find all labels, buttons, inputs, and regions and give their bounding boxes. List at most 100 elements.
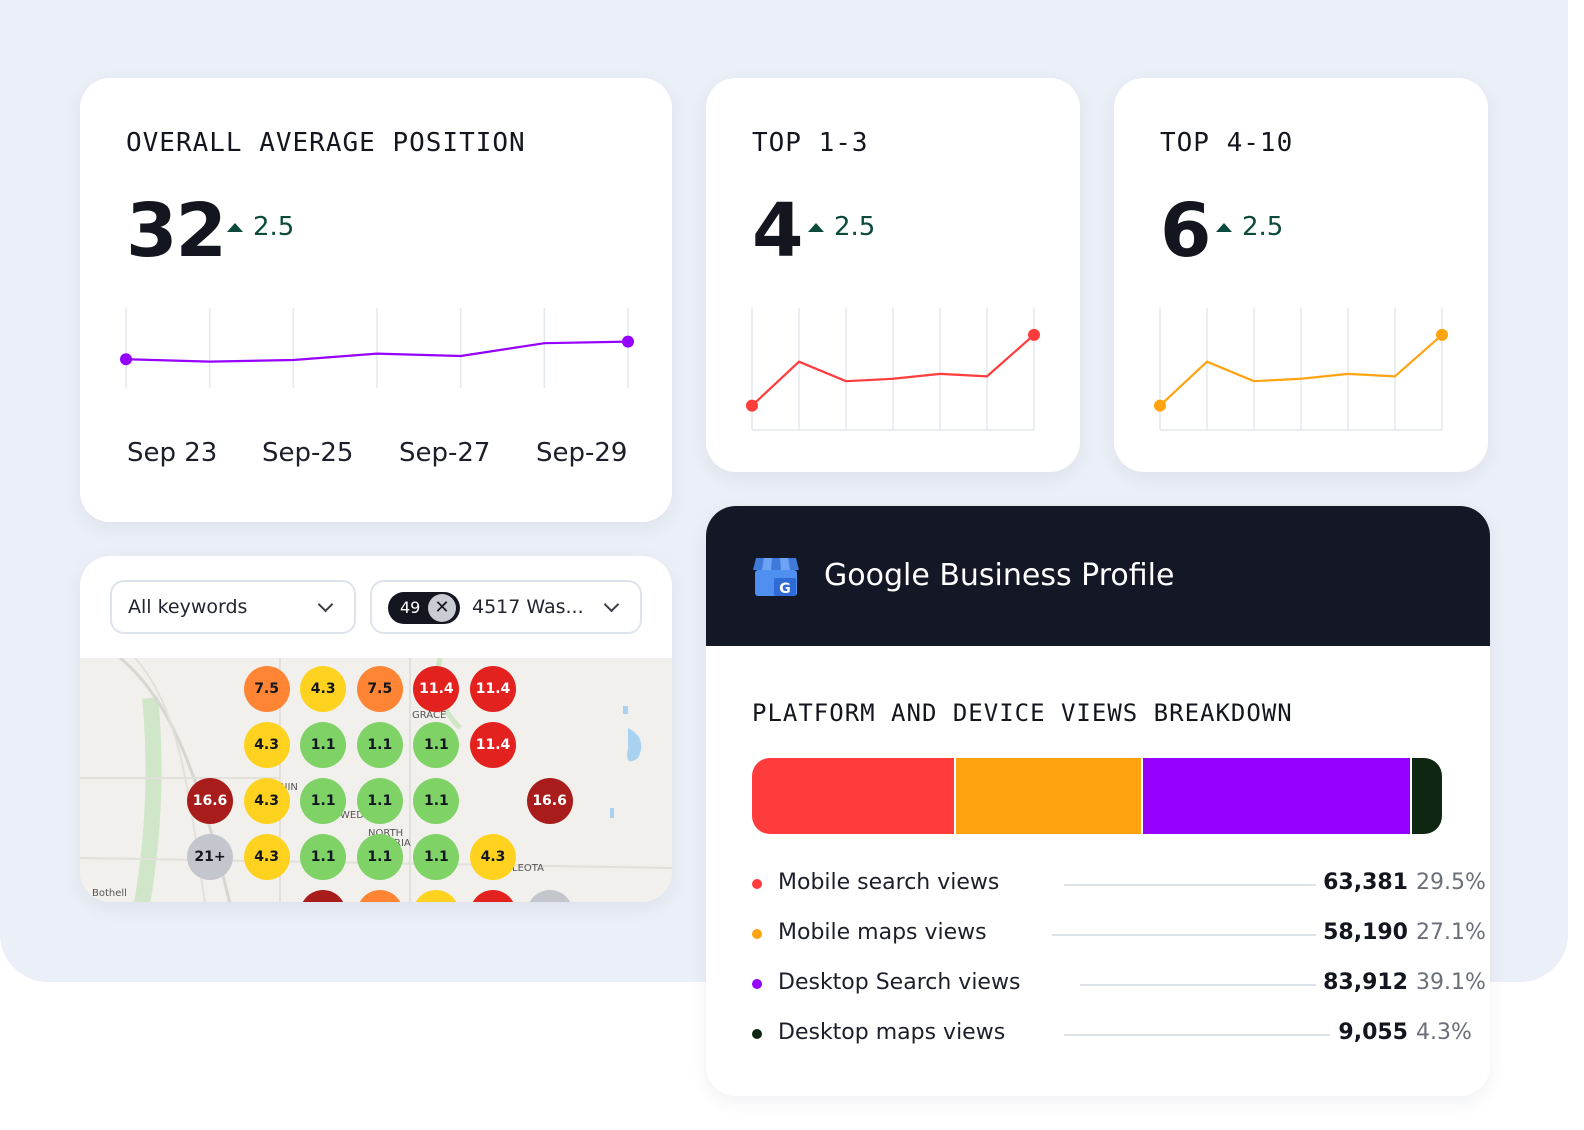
rank-dot[interactable]: 11.4 <box>470 722 516 768</box>
rank-dot[interactable]: 1.1 <box>413 778 460 824</box>
google-store-icon: G <box>753 558 799 597</box>
rank-grid-map[interactable]: GRACE NIN WED NORTH RIA LEOTA Bothell 7.… <box>80 658 672 902</box>
overall-position-line-chart <box>120 308 634 388</box>
rank-dot[interactable]: 1.1 <box>356 834 403 880</box>
rank-dot[interactable]: 4.3 <box>470 834 516 880</box>
legend-leader-line <box>1080 984 1316 986</box>
legend-dot <box>752 879 762 889</box>
legend-label: Mobile maps views <box>778 920 987 945</box>
card-title: TOP 4-10 <box>1160 128 1294 158</box>
kpi-delta: 2.5 <box>1242 212 1284 242</box>
close-icon[interactable]: ✕ <box>428 594 456 622</box>
rank-dot[interactable]: 16.6 <box>187 778 233 824</box>
data-point <box>1154 399 1166 412</box>
kpi-value: 32 <box>126 188 227 274</box>
legend-value: 83,912 <box>1323 970 1408 995</box>
keywords-select[interactable]: All keywords <box>110 580 356 634</box>
bar-segment <box>1142 758 1413 834</box>
location-select[interactable]: 49 ✕ 4517 Was... <box>370 580 642 634</box>
rank-dot[interactable]: 1.1 <box>300 722 347 768</box>
legend-dot <box>752 1029 762 1039</box>
rank-dot[interactable]: 1.1 <box>300 834 347 880</box>
rank-dot[interactable]: 4.3 <box>300 666 347 712</box>
legend-percent: 39.1% <box>1416 970 1486 995</box>
legend-label: Mobile search views <box>778 870 1000 895</box>
legend-label: Desktop maps views <box>778 1020 1006 1045</box>
data-point <box>120 353 132 366</box>
rank-dot[interactable]: 4.3 <box>243 778 290 824</box>
rank-dot[interactable] <box>356 890 403 902</box>
keywords-select-label: All keywords <box>128 596 248 618</box>
x-axis-label: Sep-25 <box>262 438 354 468</box>
card-title: OVERALL AVERAGE POSITION <box>126 128 526 158</box>
map-label: RIA <box>394 838 411 849</box>
rank-dot[interactable]: 1.1 <box>300 778 347 824</box>
x-axis-label: Sep-29 <box>536 438 628 468</box>
rank-dot[interactable] <box>526 890 573 902</box>
series-line <box>751 334 1035 407</box>
data-point <box>1028 328 1040 341</box>
map-label: WED <box>340 810 364 821</box>
legend-percent: 4.3% <box>1416 1020 1472 1045</box>
top-1-3-line-chart <box>746 308 1040 431</box>
map-label: GRACE <box>412 710 447 721</box>
rank-dot[interactable]: 1.1 <box>413 834 460 880</box>
kpi-value: 4 <box>752 188 803 274</box>
kpi-delta: 2.5 <box>834 212 876 242</box>
top-4-10-line-chart <box>1154 308 1448 431</box>
rank-dot[interactable]: 1.1 <box>413 722 460 768</box>
rank-dot[interactable]: 1.1 <box>356 722 403 768</box>
views-stacked-bar <box>752 758 1442 834</box>
rank-dot[interactable]: 4.3 <box>243 834 290 880</box>
rank-dot[interactable]: 7.5 <box>243 666 290 712</box>
legend-row: Desktop Search views 83,912 39.1% <box>752 968 1486 998</box>
rank-dot[interactable] <box>300 890 347 902</box>
data-point <box>746 399 758 412</box>
google-business-profile-card: G Google Business Profile PLATFORM AND D… <box>706 506 1490 1096</box>
map-label: LEOTA <box>512 863 544 874</box>
location-select-label: 4517 Was... <box>472 596 584 618</box>
overall-average-position-card: OVERALL AVERAGE POSITION 32 2.5 Sep 23 S… <box>80 78 672 522</box>
top-4-10-card: TOP 4-10 6 2.5 <box>1114 78 1488 472</box>
chevron-down-icon <box>317 596 334 613</box>
gbp-header: G Google Business Profile <box>706 506 1490 646</box>
legend-leader-line <box>1064 884 1316 886</box>
map-label: NORTH <box>368 828 404 839</box>
kpi-delta: 2.5 <box>253 212 295 242</box>
legend-label: Desktop Search views <box>778 970 1021 995</box>
rank-dot[interactable]: 1.1 <box>356 778 403 824</box>
local-rank-map-card: All keywords 49 ✕ 4517 Was... GRACE NIN … <box>80 556 672 902</box>
series-line <box>1159 334 1443 407</box>
bar-segment <box>752 758 956 834</box>
rank-dot[interactable]: 11.4 <box>413 666 460 712</box>
rank-dot[interactable]: 4.3 <box>243 722 290 768</box>
legend-percent: 29.5% <box>1416 870 1486 895</box>
rank-dot[interactable]: 11.4 <box>470 666 516 712</box>
legend-dot <box>752 979 762 989</box>
chevron-down-icon <box>603 596 620 613</box>
rank-dot[interactable] <box>413 890 460 902</box>
legend-value: 58,190 <box>1323 920 1408 945</box>
legend-row: Mobile maps views 58,190 27.1% <box>752 918 1486 948</box>
triangle-up-icon <box>1216 223 1232 232</box>
legend-dot <box>752 929 762 939</box>
location-count: 49 <box>400 598 421 617</box>
rank-dot[interactable]: 21+ <box>187 834 233 880</box>
gbp-title: Google Business Profile <box>824 558 1175 593</box>
legend-value: 63,381 <box>1323 870 1408 895</box>
rank-dot[interactable]: 16.6 <box>526 778 573 824</box>
legend-value: 9,055 <box>1338 1020 1408 1045</box>
bar-segment <box>955 758 1143 834</box>
map-label: NIN <box>280 782 298 793</box>
triangle-up-icon <box>227 223 243 232</box>
series-line <box>125 340 629 363</box>
legend-leader-line <box>1052 934 1316 936</box>
legend-row: Desktop maps views 9,055 4.3% <box>752 1018 1472 1048</box>
kpi-value: 6 <box>1160 188 1211 274</box>
legend-row: Mobile search views 63,381 29.5% <box>752 868 1486 898</box>
svg-text:G: G <box>779 581 791 597</box>
rank-dot[interactable] <box>470 890 516 902</box>
rank-dot[interactable]: 7.5 <box>356 666 403 712</box>
x-axis-label: Sep-27 <box>399 438 491 468</box>
legend-percent: 27.1% <box>1416 920 1486 945</box>
